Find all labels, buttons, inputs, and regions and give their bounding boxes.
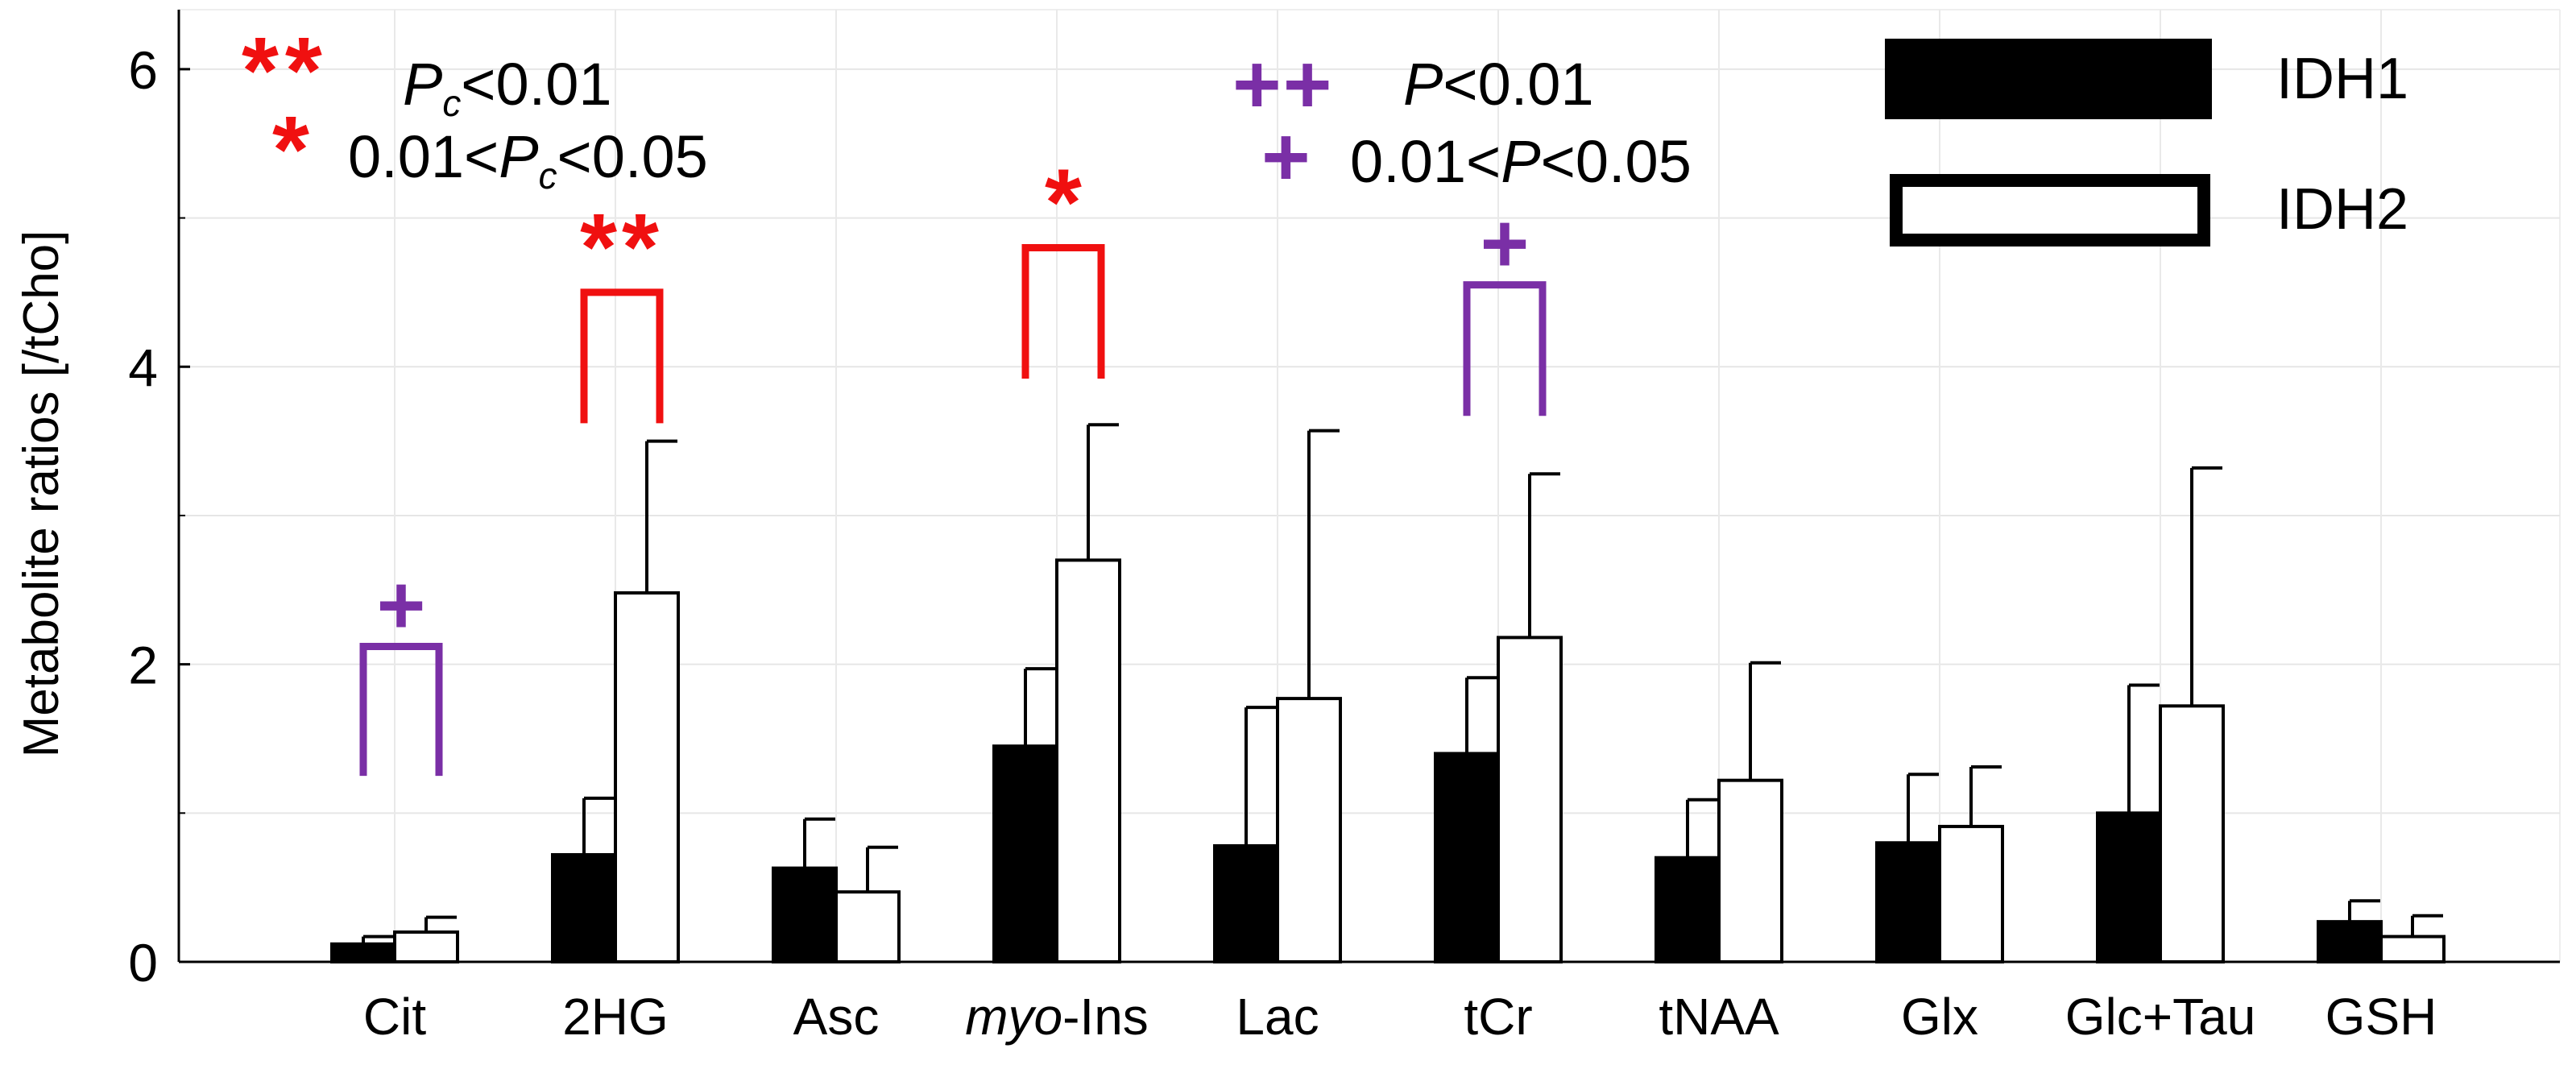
- x-tick-label-part: -Ins: [1062, 988, 1149, 1046]
- bar-idh1: [1434, 752, 1500, 963]
- y-tick-label: 0: [128, 933, 158, 992]
- significance-marker: +: [377, 558, 426, 652]
- bar-idh1: [992, 744, 1058, 963]
- legend-swatch-idh2: [1890, 174, 2210, 247]
- bar-idh1: [1655, 856, 1721, 963]
- y-tick-label: 4: [128, 338, 158, 397]
- axes-layer: 0 2 4 6 Metabolite ratios [/tCho] Cit 2HG Asc my…: [14, 10, 2560, 1046]
- bar-idh2: [614, 590, 680, 963]
- y-tick-label: 2: [128, 636, 158, 695]
- annotation-text-part: 0.01<: [348, 123, 499, 190]
- significance-layer: +** * +: [359, 150, 1547, 777]
- bar-idh1: [1213, 843, 1279, 963]
- bar-idh2: [1055, 558, 1121, 963]
- bar-idh1: [330, 942, 396, 964]
- bar-idh1: [2317, 920, 2383, 964]
- significance-bracket: [1463, 281, 1547, 416]
- x-tick-label: 2HG: [562, 988, 669, 1046]
- bar-idh2: [2379, 934, 2446, 964]
- x-tick-label: Glx: [1901, 988, 1978, 1046]
- annotation-text-part: <0.05: [1541, 128, 1692, 195]
- annotation-text-part: 0.01<: [1350, 128, 1501, 195]
- x-tick-label-part: myo: [965, 988, 1062, 1046]
- x-tick-label: tNAA: [1659, 988, 1779, 1046]
- x-tick-label: myo-Ins: [965, 988, 1149, 1046]
- bar-idh2: [1497, 636, 1563, 963]
- significance-marker: +: [1481, 197, 1530, 291]
- bar-idh1: [1875, 841, 1941, 963]
- significance-marker: *: [1045, 150, 1082, 256]
- x-tick-label: Cit: [363, 988, 426, 1046]
- annotation-text-part: P: [1501, 128, 1540, 195]
- annotation-symbol: **: [242, 18, 329, 124]
- bar-idh1: [551, 853, 617, 964]
- annotation-symbol: +: [1261, 110, 1311, 204]
- legend-label-idh2: IDH2: [2276, 177, 2408, 242]
- bar-idh2: [1938, 824, 2004, 963]
- significance-bracket: [580, 288, 664, 424]
- x-tick-label: Asc: [793, 988, 880, 1046]
- annotation-text-part: <0.05: [557, 123, 708, 190]
- bar-idh2: [1717, 778, 1783, 964]
- x-tick-label: tCr: [1464, 988, 1532, 1046]
- significance-bracket: [359, 642, 443, 777]
- annotation-text-part: P: [403, 51, 442, 118]
- y-axis-label: Metabolite ratios [/tCho]: [14, 230, 69, 758]
- legend: IDH1 IDH2: [1885, 39, 2408, 247]
- annotation-text-part: c: [539, 155, 557, 197]
- significance-marker: **: [580, 194, 664, 300]
- annotation-text: Pc<0.01: [403, 51, 612, 124]
- annotation-text-part: c: [442, 82, 461, 124]
- bars-layer: [330, 423, 2446, 964]
- annotation-text-part: <0.01: [461, 51, 611, 118]
- x-tick-label: Glc+Tau: [2065, 988, 2256, 1046]
- annotation-text-part: P: [499, 123, 538, 190]
- bar-idh1: [772, 866, 838, 963]
- annotation-text: 0.01<P<0.05: [1350, 128, 1692, 195]
- annotation-text-part: P: [1403, 51, 1443, 118]
- bar-idh2: [1276, 697, 1342, 964]
- annotation-layer: ** Pc<0.01* 0.01<Pc<0.05++ P<0.01+ 0.01<P<0.…: [242, 18, 1692, 204]
- x-tick-label: Lac: [1236, 988, 1319, 1046]
- annotation-text-part: <0.01: [1443, 51, 1593, 118]
- legend-swatch-idh1: [1885, 39, 2212, 119]
- annotation-symbol: *: [272, 97, 309, 203]
- x-tick-label: GSH: [2325, 988, 2437, 1046]
- annotation-text: P<0.01: [1403, 51, 1594, 118]
- bar-idh2: [835, 890, 901, 964]
- significance-bracket: [1021, 244, 1105, 379]
- annotation-symbol: ++: [1232, 38, 1333, 131]
- y-tick-label: 6: [128, 40, 158, 100]
- bar-idh2: [2159, 704, 2225, 964]
- annotation-text: 0.01<Pc<0.05: [348, 123, 708, 197]
- bar-idh1: [2096, 811, 2162, 963]
- legend-label-idh1: IDH1: [2276, 47, 2408, 111]
- bar-idh2: [393, 930, 459, 963]
